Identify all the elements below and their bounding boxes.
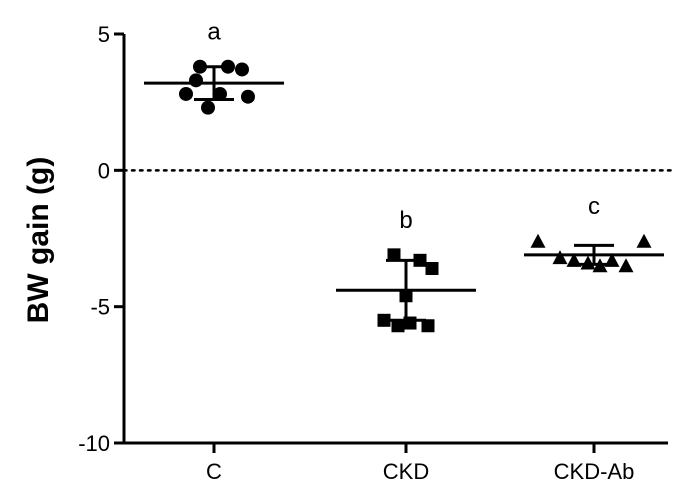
significance-label: c [588, 193, 600, 220]
data-point-triangle [618, 258, 634, 273]
data-point-circle [189, 73, 203, 88]
data-point-square [391, 319, 405, 333]
x-tick-label: CKD-Ab [554, 459, 635, 484]
data-point-triangle [636, 233, 652, 248]
y-tick-label: -5 [90, 295, 110, 320]
chart-labels: a b c [207, 19, 600, 234]
data-marks [144, 59, 664, 333]
group-ckd-ab [524, 233, 664, 273]
data-point-triangle [530, 233, 546, 248]
axes: 5 0 -5 -10 C CKD CKD-Ab [78, 22, 668, 484]
x-tick-label: C [206, 459, 222, 484]
data-point-circle [201, 100, 215, 115]
x-tick-label: CKD [383, 459, 429, 484]
significance-label: a [207, 19, 221, 46]
data-point-square [377, 313, 391, 327]
data-point-circle [241, 89, 255, 104]
group-ckd [336, 248, 476, 333]
data-point-triangle [552, 250, 568, 265]
data-point-circle [235, 62, 249, 77]
y-tick-label: -10 [78, 431, 110, 456]
y-tick-label: 0 [98, 158, 110, 183]
y-axis-title: BW gain (g) [22, 157, 55, 324]
data-point-square [425, 261, 439, 275]
data-point-triangle [580, 255, 596, 270]
data-point-circle [213, 86, 227, 101]
y-tick-label: 5 [98, 22, 110, 47]
data-point-square [387, 248, 401, 262]
significance-label: b [399, 207, 412, 234]
data-point-circle [179, 86, 193, 101]
data-point-square [421, 319, 435, 333]
group-c [144, 59, 284, 115]
